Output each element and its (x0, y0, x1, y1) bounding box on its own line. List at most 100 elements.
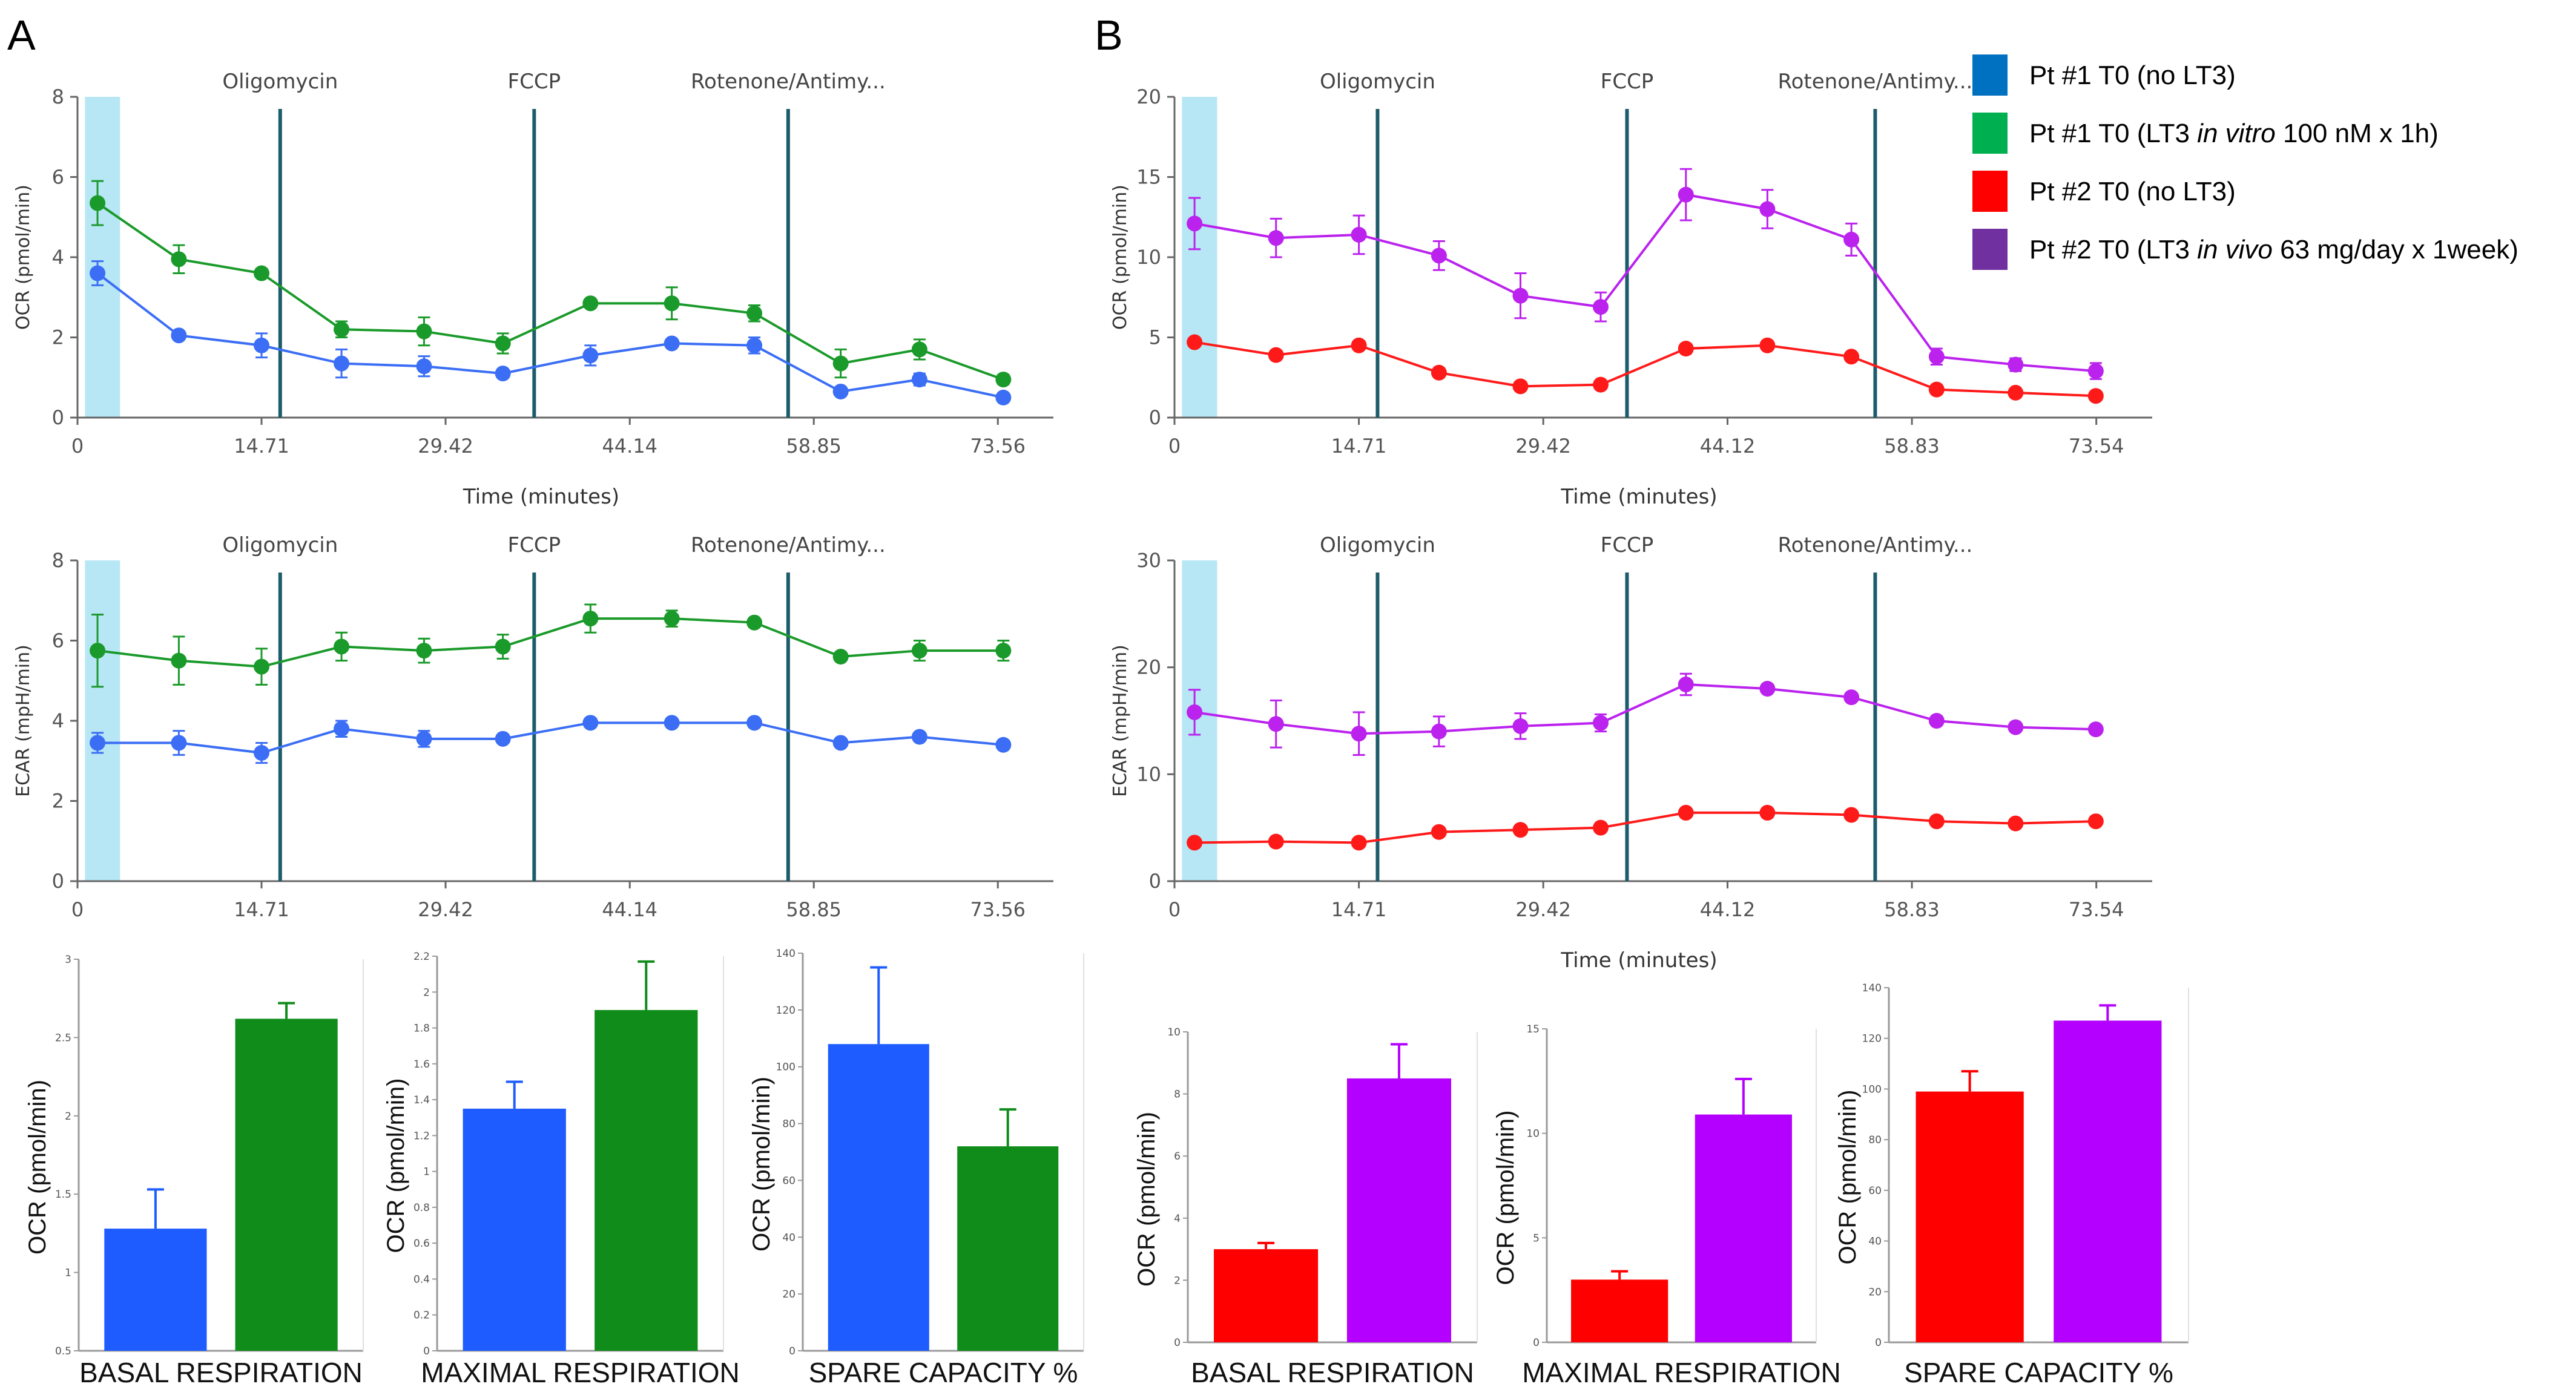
panel-label-a: A (7, 11, 36, 59)
y-tick-label: 0.4 (413, 1273, 430, 1285)
data-point (1759, 681, 1776, 697)
data-point (1678, 804, 1694, 821)
y-axis-label: ECAR (mpH/min) (13, 645, 34, 797)
chart-A-spare: 0 20 40 60 80 100 120 140 OCR (pmol/min) SPARE CA… (748, 948, 1084, 1388)
x-axis-label: Time (minutes) (463, 485, 619, 509)
y-tick-label: 1.2 (413, 1130, 430, 1142)
data-point (1512, 822, 1529, 838)
y-tick-label: 0.6 (413, 1238, 430, 1250)
y-tick-label: 40 (782, 1232, 796, 1244)
legend-swatch (1972, 113, 2008, 154)
y-tick-label: 30 (1136, 549, 1161, 572)
y-tick-label: 40 (1868, 1236, 1882, 1248)
y-tick-label: 0 (789, 1345, 796, 1357)
x-tick-label: 44.14 (602, 435, 657, 458)
injection-label: Oligomycin (1320, 533, 1435, 557)
bar-chart-title: BASAL RESPIRATION (1191, 1357, 1474, 1388)
injection-label: Oligomycin (222, 70, 338, 94)
series-0 (90, 260, 1012, 405)
y-tick-label: 20 (1868, 1286, 1882, 1298)
x-tick-label: 44.12 (1700, 898, 1756, 921)
y-tick-label: 0.2 (413, 1310, 430, 1322)
x-tick-label: 58.85 (786, 898, 842, 921)
data-point (746, 337, 763, 353)
bar (1571, 1279, 1668, 1342)
data-point (746, 614, 763, 631)
legend-label: Pt #1 T0 (no LT3) (2029, 61, 2236, 90)
chart-B-ecar: 0 10 20 30 0 14.71 29.42 44.12 58.83 73.54 ECAR (m… (1110, 533, 2152, 973)
data-point (171, 735, 187, 751)
bar (1346, 1078, 1451, 1342)
data-point (1431, 364, 1447, 381)
data-point (2087, 813, 2104, 830)
x-axis-label: Time (minutes) (1560, 948, 1717, 973)
data-point (1431, 824, 1447, 840)
data-point (254, 265, 270, 281)
y-tick-label: 1.8 (413, 1023, 430, 1035)
x-tick-label: 0 (1168, 898, 1181, 921)
injection-label: Oligomycin (1320, 70, 1435, 94)
injection-label: Rotenone/Antimy... (691, 70, 886, 94)
y-tick-label: 0 (1174, 1337, 1181, 1349)
x-tick-label: 14.71 (234, 435, 289, 458)
data-point (1268, 716, 1284, 732)
data-point (1351, 835, 1367, 851)
legend-swatch (1972, 54, 2008, 96)
data-point (1512, 378, 1529, 395)
y-tick-label: 10 (1136, 246, 1161, 269)
data-point (2008, 384, 2024, 401)
data-point (1759, 804, 1776, 821)
y-tick-label: 80 (1868, 1134, 1882, 1146)
data-point (334, 721, 350, 737)
chart-B-maximal: 0 5 10 15 OCR (pmol/min) MAXIMAL RESPIRATION (1492, 1023, 1841, 1388)
legend-label-segment: Pt #2 T0 (no LT3) (2029, 177, 2236, 206)
y-tick-label: 3 (65, 954, 71, 966)
injection-label: FCCP (508, 70, 561, 94)
bar (104, 1229, 207, 1351)
data-point (1843, 689, 1860, 706)
x-tick-label: 14.71 (1331, 435, 1387, 458)
data-point (664, 295, 680, 312)
panel-label-b: B (1095, 11, 1123, 59)
data-point (1928, 713, 1945, 729)
data-point (664, 335, 680, 352)
injection-label: Rotenone/Antimy... (1778, 70, 1973, 94)
y-tick-label: 140 (776, 948, 796, 960)
y-tick-label: 4 (1174, 1213, 1181, 1225)
series-1 (90, 180, 1012, 388)
y-axis-label: OCR (pmol/min) (24, 1080, 51, 1255)
data-point (1592, 715, 1609, 731)
data-point (1843, 349, 1860, 365)
y-axis-label: OCR (pmol/min) (1110, 185, 1131, 330)
data-point (1928, 381, 1945, 398)
y-tick-label: 4 (52, 246, 64, 269)
injection-label: Oligomycin (222, 533, 338, 557)
legend-label-segment: Pt #1 T0 (LT3 (2029, 119, 2197, 148)
legend-label: Pt #2 T0 (LT3 in vivo 63 mg/day x 1week) (2029, 235, 2518, 264)
data-point (1843, 807, 1860, 823)
data-point (254, 658, 270, 675)
y-tick-label: 120 (1862, 1033, 1882, 1045)
data-point (1187, 835, 1203, 851)
injection-label: Rotenone/Antimy... (1778, 533, 1973, 557)
data-point (1678, 186, 1694, 203)
legend-swatch (1972, 229, 2008, 270)
data-point (334, 638, 350, 655)
x-tick-label: 29.42 (418, 898, 473, 921)
data-point (911, 341, 927, 358)
y-tick-label: 140 (1862, 982, 1882, 994)
y-tick-label: 6 (52, 629, 64, 652)
series-line (1194, 193, 2096, 373)
baseline-shade (85, 560, 120, 881)
data-point (334, 355, 350, 372)
y-tick-label: 8 (52, 549, 64, 572)
baseline-shade (1182, 560, 1217, 881)
legend-label-segment: 100 nM x 1h) (2276, 119, 2439, 148)
series-0 (1187, 804, 2104, 851)
data-point (1843, 231, 1860, 248)
data-point (495, 366, 511, 382)
data-point (832, 735, 849, 751)
y-tick-label: 0 (52, 406, 64, 429)
data-point (334, 321, 350, 338)
y-tick-label: 0 (1875, 1337, 1882, 1349)
